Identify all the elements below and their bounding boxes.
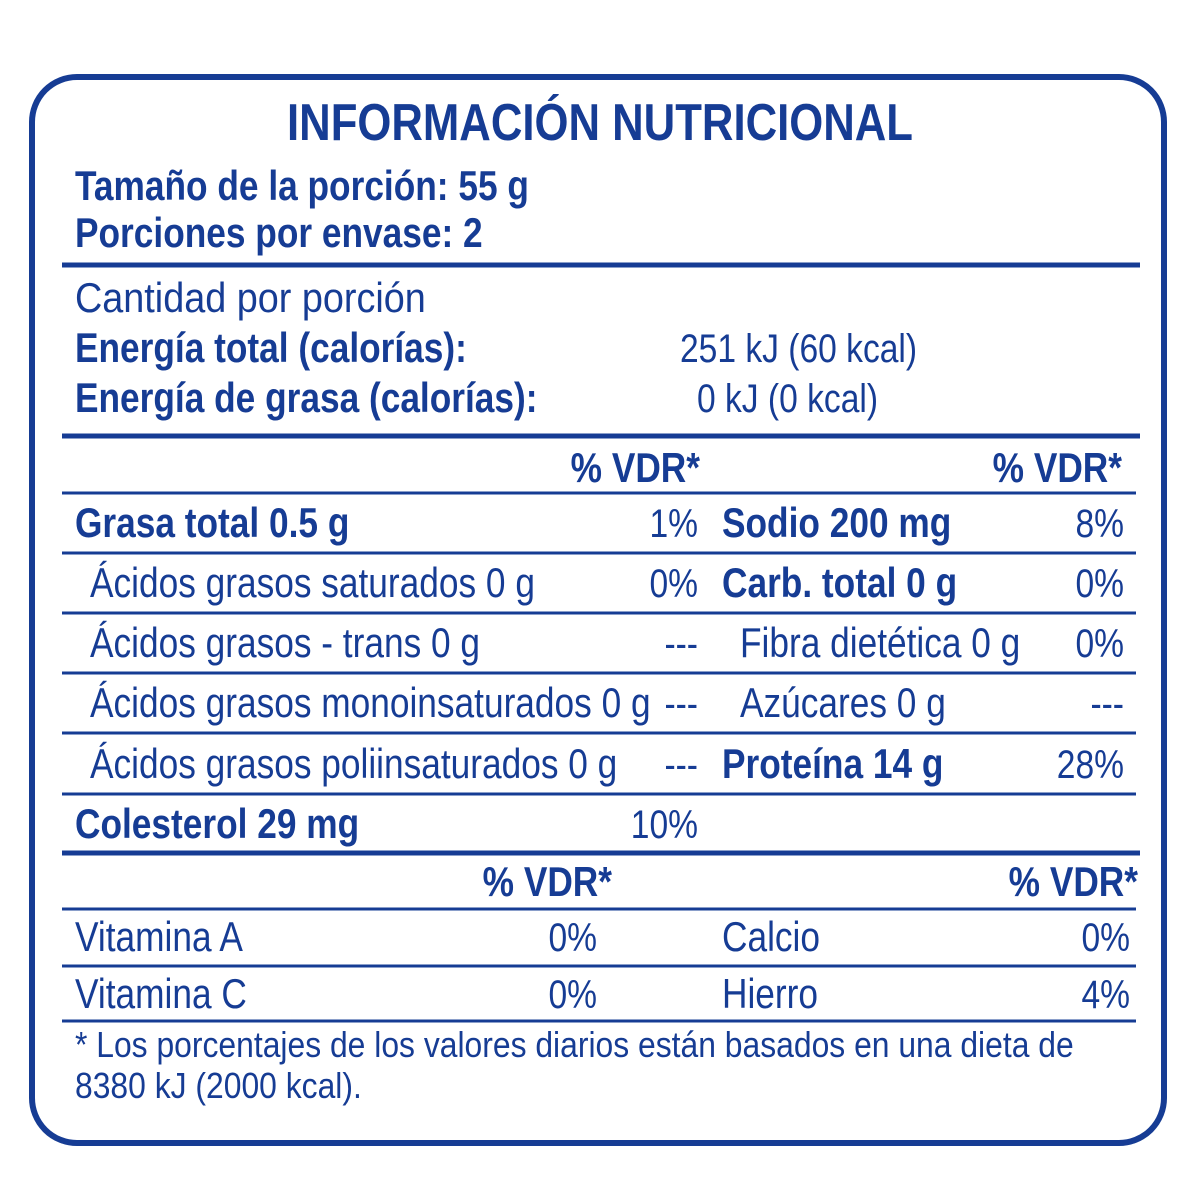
vdr-header: % VDR* xyxy=(1009,859,1139,906)
nutrient-percent: --- xyxy=(664,681,698,725)
nutrient-percent: 0% xyxy=(649,561,698,605)
energy-label: Energía total (calorías): xyxy=(75,325,467,372)
vitamin-percent: 0% xyxy=(548,915,597,959)
nutrient-percent: --- xyxy=(1090,681,1124,725)
nutrient-label: Ácidos grasos saturados 0 g xyxy=(90,560,535,607)
nutrient-label: Ácidos grasos - trans 0 g xyxy=(90,620,480,667)
vitamin-percent: 0% xyxy=(548,972,597,1016)
energy-value: 0 kJ (0 kcal) xyxy=(697,376,878,420)
footnote: * Los porcentajes de los valores diarios… xyxy=(75,1025,1074,1065)
vdr-header: % VDR* xyxy=(571,445,701,492)
serving-size: Tamaño de la porción: 55 g xyxy=(75,163,529,210)
nutrient-percent: 1% xyxy=(649,501,698,545)
nutrient-percent: --- xyxy=(664,742,698,786)
nutrient-label: Proteína 14 g xyxy=(722,741,943,788)
title: INFORMACIÓN NUTRICIONAL xyxy=(287,92,913,152)
nutrient-percent: --- xyxy=(664,621,698,665)
energy-label: Energía de grasa (calorías): xyxy=(75,375,538,422)
nutrient-label: Ácidos grasos poliinsaturados 0 g xyxy=(90,741,617,788)
nutrient-label: Fibra dietética 0 g xyxy=(740,620,1020,667)
mineral-label: Hierro xyxy=(722,971,818,1018)
label-border xyxy=(29,74,1167,1146)
energy-value: 251 kJ (60 kcal) xyxy=(680,326,917,370)
nutrient-label: Colesterol 29 mg xyxy=(75,801,359,848)
nutrient-label: Grasa total 0.5 g xyxy=(75,500,349,547)
nutrient-label: Ácidos grasos monoinsaturados 0 g xyxy=(90,680,651,727)
footnote: 8380 kJ (2000 kcal). xyxy=(75,1066,362,1106)
nutrient-percent: 8% xyxy=(1075,501,1124,545)
nutrient-percent: 10% xyxy=(631,802,698,846)
vdr-header: % VDR* xyxy=(483,859,613,906)
mineral-percent: 0% xyxy=(1081,915,1130,959)
vitamin-label: Vitamina C xyxy=(75,971,247,1018)
nutrient-percent: 0% xyxy=(1075,621,1124,665)
nutrient-percent: 28% xyxy=(1057,742,1124,786)
vitamin-label: Vitamina A xyxy=(75,914,243,961)
mineral-percent: 4% xyxy=(1081,972,1130,1016)
vdr-header: % VDR* xyxy=(993,445,1123,492)
nutrient-label: Carb. total 0 g xyxy=(722,560,957,607)
energy-heading: Cantidad por porción xyxy=(75,275,426,321)
servings: Porciones por envase: 2 xyxy=(75,210,483,257)
nutrient-percent: 0% xyxy=(1075,561,1124,605)
mineral-label: Calcio xyxy=(722,914,820,961)
rules xyxy=(62,262,1140,1023)
nutrient-label: Azúcares 0 g xyxy=(740,680,946,727)
nutrient-label: Sodio 200 mg xyxy=(722,500,951,547)
